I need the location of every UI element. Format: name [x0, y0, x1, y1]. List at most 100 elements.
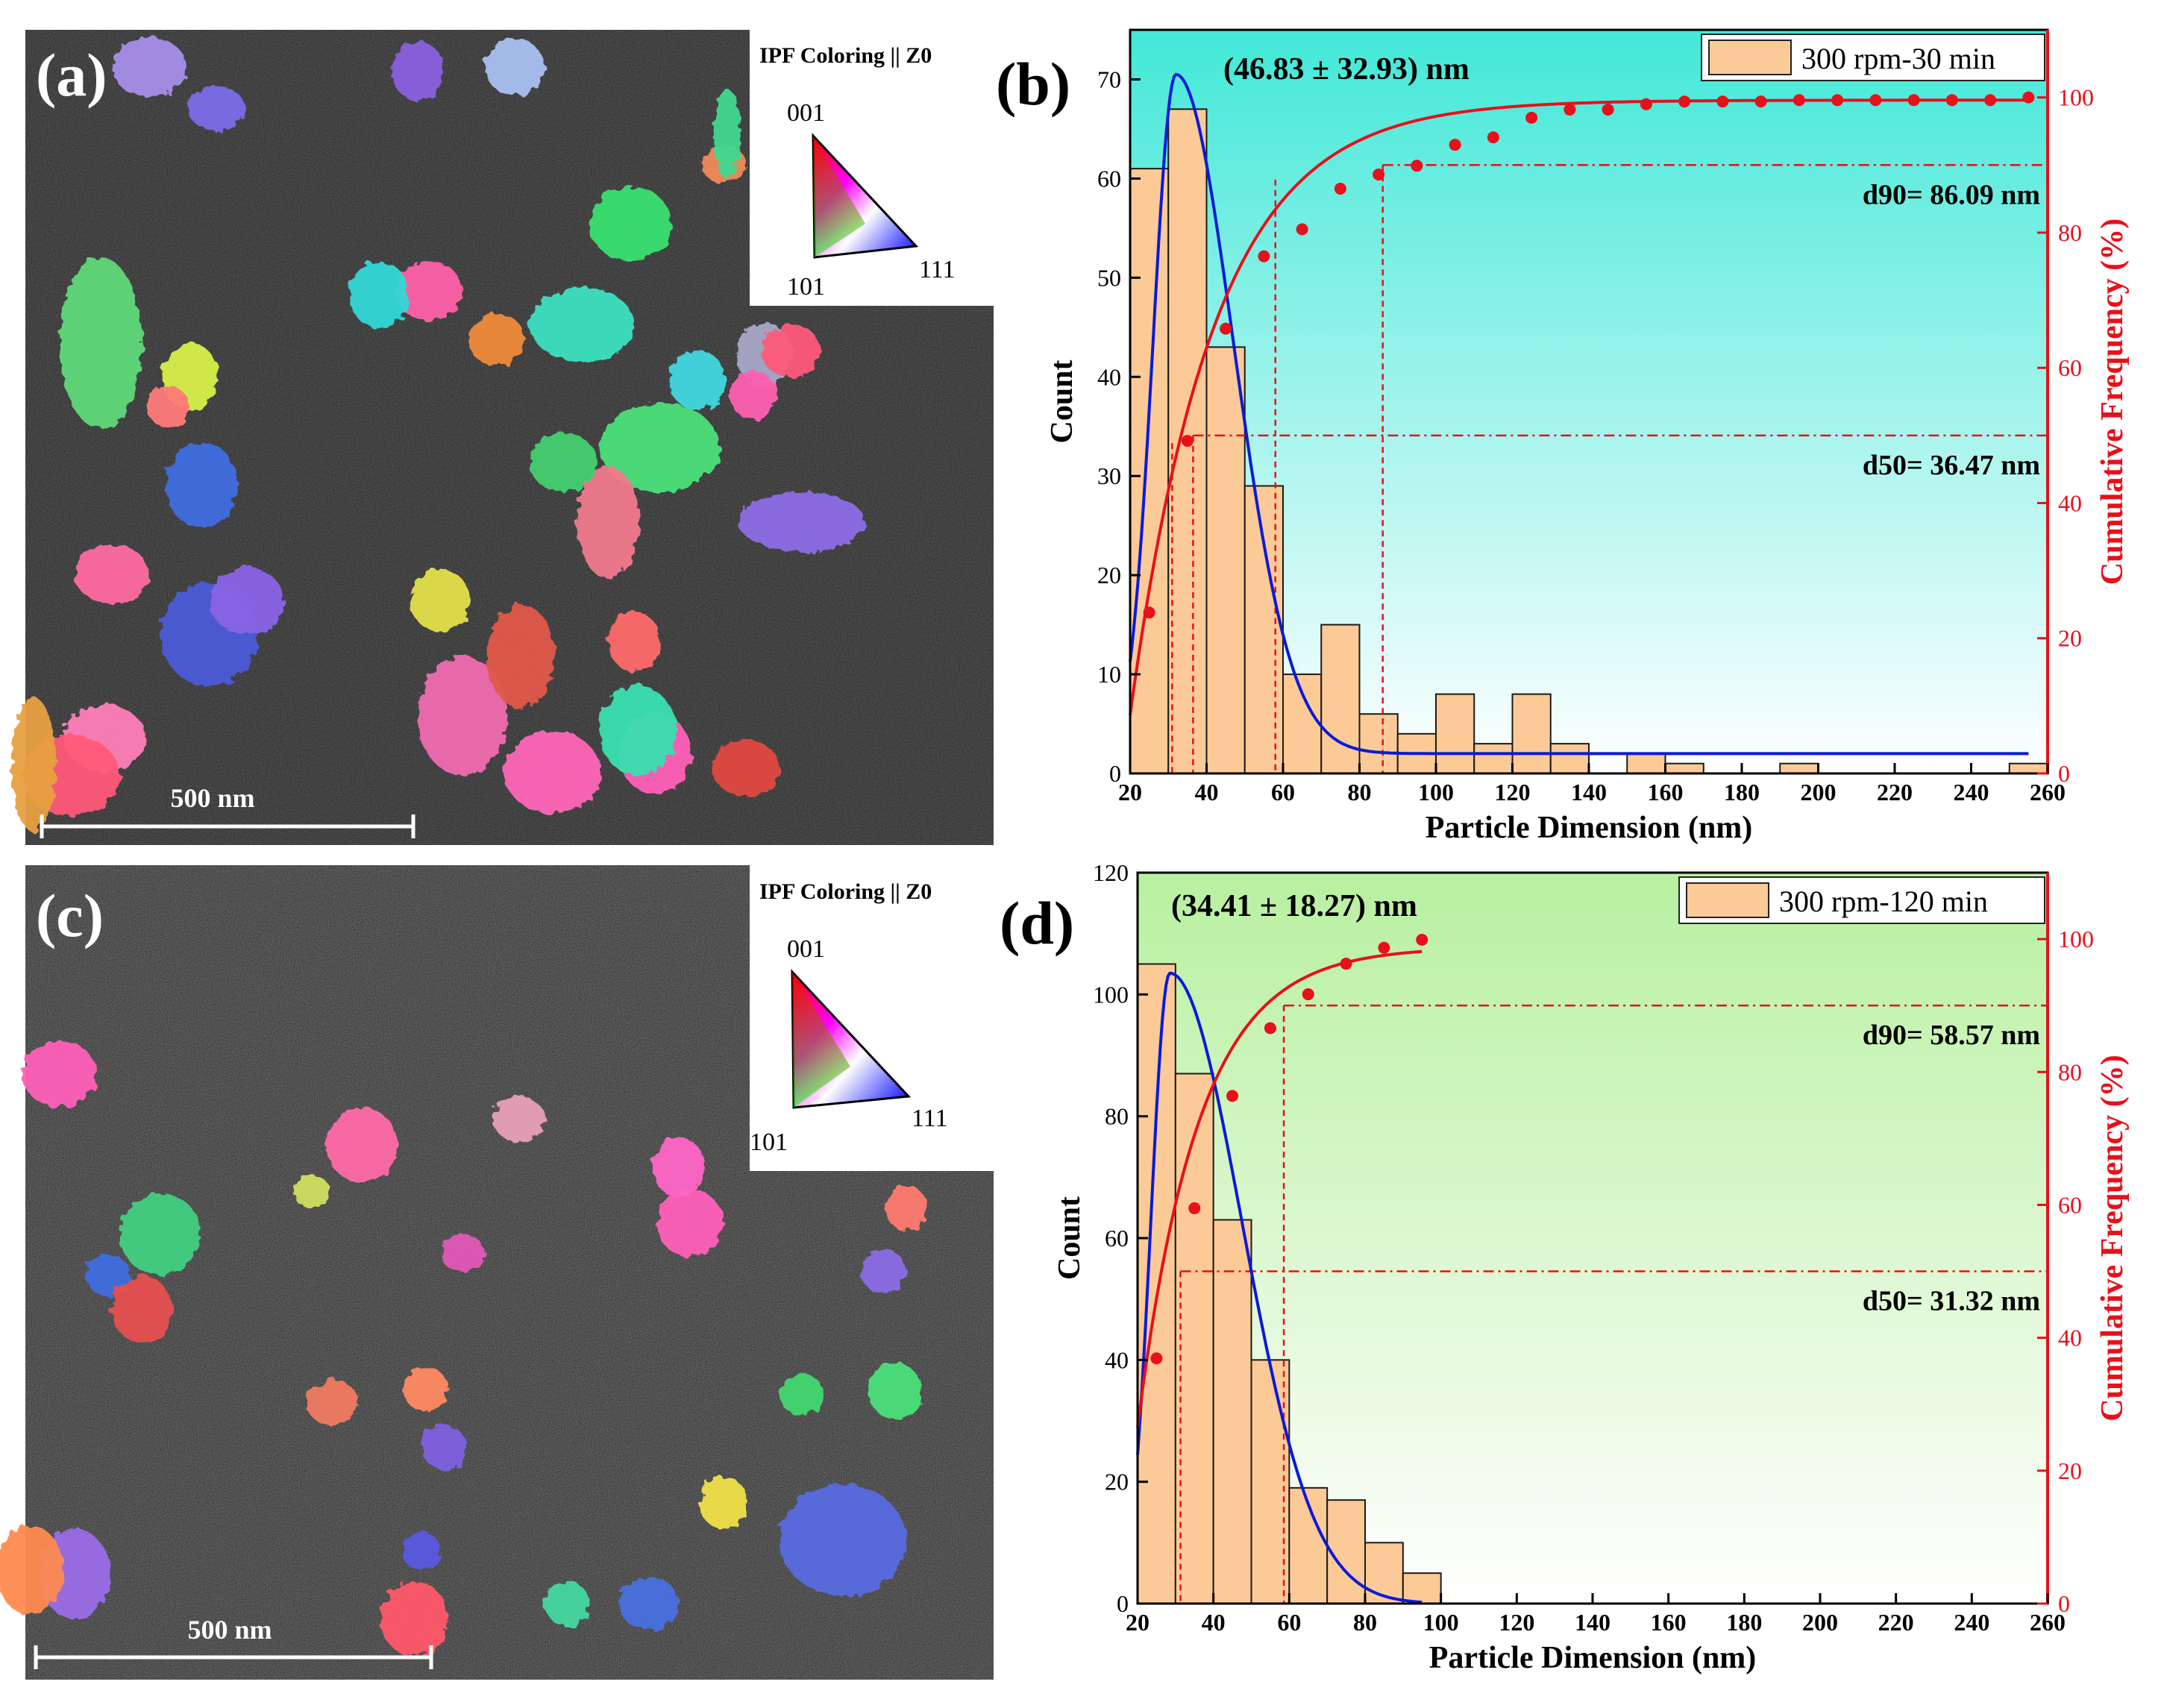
chart-d-d90-label: d90= 58.57 nm — [1863, 1020, 2040, 1051]
y2-tick-label: 40 — [2058, 489, 2082, 516]
x-tick-label: 140 — [1571, 779, 1607, 806]
x-tick-label: 20 — [1126, 1609, 1149, 1636]
ipf-triangle-c-shade — [792, 972, 850, 1108]
y2-tick-label: 40 — [2058, 1325, 2082, 1351]
grain — [112, 37, 186, 97]
grain — [402, 1532, 441, 1571]
ipf-title-c: IPF Coloring || Z0 — [759, 879, 932, 904]
x-tick-label: 100 — [1423, 1609, 1459, 1636]
scale-bar-c-label: 500 nm — [187, 1615, 272, 1645]
y-tick-label: 30 — [1097, 462, 1121, 489]
histogram-bar — [1282, 674, 1323, 774]
cumulative-point — [1226, 1090, 1239, 1102]
grain — [730, 371, 777, 419]
grain — [869, 1363, 921, 1419]
cumulative-fit-curve — [1136, 949, 1423, 1428]
histogram-bar — [1320, 624, 1361, 774]
x-tick-label: 220 — [1878, 1609, 1914, 1636]
grain — [577, 466, 639, 578]
chart-b-marks: 20 40 60 80 100 120 140 160 180 200 220 240 26001020… — [1097, 28, 2094, 806]
grain — [487, 604, 554, 709]
ipf-corner-001-a: 001 — [787, 99, 825, 127]
cumulative-point — [1302, 988, 1314, 1001]
grains-a — [11, 37, 865, 832]
x-tick-label: 180 — [1724, 779, 1760, 806]
cumulative-point — [1296, 223, 1308, 236]
grain — [780, 1484, 906, 1596]
cumulative-point — [1258, 250, 1270, 263]
grain — [75, 544, 149, 604]
histogram-bar — [1358, 713, 1399, 774]
x-tick-label: 160 — [1651, 1609, 1687, 1636]
panel-label-c: (c) — [36, 882, 104, 949]
cumulative-point — [1525, 111, 1538, 124]
cumulative-point — [1411, 160, 1423, 172]
grain — [119, 1193, 201, 1275]
distribution-fit-curve — [1129, 72, 2029, 756]
y-tick-label: 70 — [1097, 66, 1121, 92]
y2-tick-label: 80 — [2058, 1058, 2082, 1085]
grain — [380, 1581, 448, 1656]
x-tick-label: 100 — [1418, 779, 1454, 806]
x-tick-label: 60 — [1271, 779, 1295, 806]
grain — [112, 1275, 172, 1343]
histogram-bar — [1511, 693, 1552, 774]
chart-d-y2label: Cumulative Frequency (%) — [2095, 1055, 2130, 1422]
y-tick-label: 80 — [1105, 1103, 1129, 1130]
cumulative-point — [1181, 435, 1194, 448]
cumulative-point — [1188, 1202, 1201, 1214]
grain — [885, 1186, 927, 1231]
x-tick-label: 200 — [1802, 1609, 1838, 1636]
panel-label-d: (d) — [1000, 889, 1074, 957]
grain — [166, 442, 237, 528]
x-tick-label: 160 — [1648, 779, 1684, 806]
grain — [669, 351, 726, 410]
x-tick-label: 200 — [1801, 779, 1837, 806]
chart-b-xlabel: Particle Dimension (nm) — [1425, 811, 1753, 845]
grain — [403, 1366, 448, 1411]
cumulative-point — [1143, 606, 1155, 619]
cumulative-point — [1150, 1352, 1163, 1365]
x-tick-label: 40 — [1202, 1609, 1226, 1636]
histogram-bar — [1205, 346, 1246, 774]
ipf-triangle-a-shade — [813, 136, 865, 257]
panel-a-micrograph: IPF Coloring || Z0 001 101 111 (a) 500 n… — [11, 30, 994, 845]
cumulative-point — [1945, 94, 1958, 107]
chart-d-d50-label: d50= 31.32 nm — [1863, 1286, 2040, 1317]
y2-tick-label: 100 — [2058, 84, 2094, 111]
histogram-bar — [1137, 963, 1176, 1604]
chart-b-annotation: (46.83 ± 32.93) nm — [1223, 52, 1470, 87]
y2-tick-label: 20 — [2058, 625, 2082, 652]
grain — [530, 433, 597, 492]
grain — [712, 740, 780, 797]
grain — [209, 567, 283, 634]
ipf-corner-101-c: 101 — [750, 1128, 788, 1156]
scale-bar-a-label: 500 nm — [170, 783, 254, 813]
histogram-bar — [1174, 1073, 1214, 1604]
cumulative-point — [1220, 322, 1232, 335]
histogram-bar — [2008, 762, 2048, 774]
grain — [0, 1525, 63, 1615]
grain — [293, 1175, 330, 1208]
cumulative-point — [1334, 182, 1346, 195]
cumulative-point — [1373, 168, 1385, 180]
ipf-title-a: IPF Coloring || Z0 — [759, 43, 932, 68]
grain — [599, 686, 677, 776]
x-tick-label: 80 — [1348, 779, 1372, 806]
x-tick-label: 180 — [1726, 1609, 1762, 1636]
grain — [418, 656, 507, 776]
cumulative-point — [1416, 933, 1428, 946]
histogram-bar — [1435, 693, 1475, 774]
grain — [504, 731, 600, 813]
panel-label-a: (a) — [36, 41, 107, 109]
cumulative-point — [1378, 941, 1390, 954]
y2-tick-label: 0 — [2058, 1590, 2070, 1617]
y-tick-label: 60 — [1105, 1225, 1129, 1252]
histogram-bar — [1473, 743, 1514, 774]
grain — [714, 90, 741, 179]
grain — [326, 1108, 398, 1182]
grain — [700, 1477, 747, 1529]
cumulative-point — [1264, 1022, 1276, 1034]
cumulative-point — [1793, 94, 1805, 107]
x-tick-label: 80 — [1353, 1609, 1377, 1636]
